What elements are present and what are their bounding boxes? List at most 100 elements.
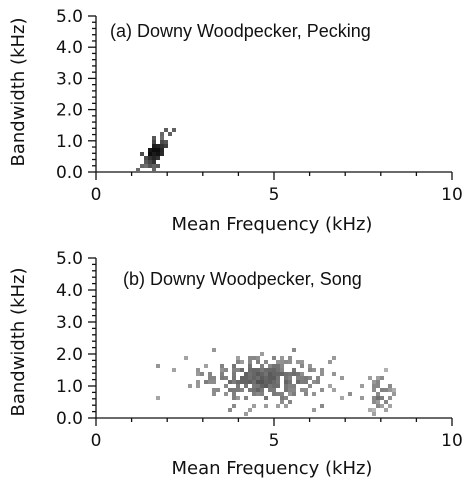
density-cell xyxy=(156,396,160,400)
density-cell xyxy=(372,400,376,404)
density-cell xyxy=(228,388,232,392)
y-tick-label: 3.0 xyxy=(56,69,83,89)
density-cell xyxy=(156,144,160,148)
density-cell xyxy=(296,380,300,384)
panel-b-ylabel: Bandwidth (kHz) xyxy=(8,267,29,416)
density-cell xyxy=(292,372,296,376)
density-cell xyxy=(288,372,292,376)
density-cell xyxy=(264,360,268,364)
density-cell xyxy=(256,356,260,360)
density-cell xyxy=(300,364,304,368)
density-cell xyxy=(152,152,156,156)
density-cell xyxy=(376,376,380,380)
density-cell xyxy=(148,156,152,160)
density-cell xyxy=(332,372,336,376)
density-cell xyxy=(256,392,260,396)
density-cell xyxy=(264,368,268,372)
density-cell xyxy=(220,372,224,376)
density-cell xyxy=(280,396,284,400)
density-cell xyxy=(164,144,168,148)
density-cell xyxy=(160,132,164,136)
y-tick-label: 2.0 xyxy=(56,101,83,121)
density-cell xyxy=(256,388,260,392)
density-cell xyxy=(360,384,364,388)
density-cell xyxy=(308,384,312,388)
density-cell xyxy=(144,156,148,160)
density-cell xyxy=(188,384,192,388)
density-cell xyxy=(208,380,212,384)
density-cell xyxy=(376,384,380,388)
density-cell xyxy=(272,384,276,388)
density-cell xyxy=(224,392,228,396)
density-cell xyxy=(268,384,272,388)
density-cell xyxy=(248,368,252,372)
density-cell xyxy=(152,144,156,148)
density-cell xyxy=(152,148,156,152)
density-cell xyxy=(272,372,276,376)
density-cell xyxy=(280,400,284,404)
y-tick-label: 1.0 xyxy=(56,377,83,397)
density-cell xyxy=(304,380,308,384)
density-cell xyxy=(292,384,296,388)
density-cell xyxy=(276,372,280,376)
density-cell xyxy=(380,404,384,408)
density-cell xyxy=(284,372,288,376)
density-cell xyxy=(256,360,260,364)
density-cell xyxy=(268,364,272,368)
density-cell xyxy=(304,376,308,380)
density-cell xyxy=(376,380,380,384)
density-cell xyxy=(248,364,252,368)
y-tick-label: 5.0 xyxy=(56,7,83,27)
density-cell xyxy=(276,376,280,380)
density-cell xyxy=(264,396,268,400)
density-cell xyxy=(244,384,248,388)
density-cell xyxy=(296,360,300,364)
density-cell xyxy=(384,408,388,412)
density-cell xyxy=(276,364,280,368)
density-cell xyxy=(244,372,248,376)
density-cell xyxy=(232,376,236,380)
density-cell xyxy=(248,388,252,392)
density-cell xyxy=(340,396,344,400)
density-cell xyxy=(348,392,352,396)
density-cell xyxy=(320,368,324,372)
density-cell xyxy=(196,368,200,372)
density-cell xyxy=(380,396,384,400)
density-cell xyxy=(260,380,264,384)
density-cell xyxy=(268,380,272,384)
density-cell xyxy=(216,388,220,392)
density-cell xyxy=(240,388,244,392)
density-cell xyxy=(260,388,264,392)
density-cell xyxy=(292,392,296,396)
density-cell xyxy=(152,168,156,172)
panel-b: Bandwidth (kHz) Mean Frequency (kHz) (b)… xyxy=(8,249,463,479)
density-cell xyxy=(320,404,324,408)
density-cell xyxy=(380,388,384,392)
density-cell xyxy=(312,368,316,372)
density-cell xyxy=(156,364,160,368)
density-cell xyxy=(248,372,252,376)
density-cell xyxy=(372,408,376,412)
panel-b-title: (b) Downy Woodpecker, Song xyxy=(123,269,362,289)
density-cell xyxy=(272,356,276,360)
density-cell xyxy=(220,376,224,380)
density-cell xyxy=(272,368,276,372)
density-cell xyxy=(164,128,168,132)
y-tick-label: 1.0 xyxy=(56,132,83,152)
density-cell xyxy=(248,380,252,384)
density-cell xyxy=(300,380,304,384)
density-cell xyxy=(212,376,216,380)
panel-a-ylabel: Bandwidth (kHz) xyxy=(8,17,29,166)
density-cell xyxy=(224,376,228,380)
density-cell xyxy=(304,388,308,392)
density-cell xyxy=(268,368,272,372)
density-cell xyxy=(264,372,268,376)
density-cell xyxy=(164,140,168,144)
density-cell xyxy=(232,396,236,400)
density-cell xyxy=(156,152,160,156)
density-cell xyxy=(376,396,380,400)
density-cell xyxy=(172,368,176,372)
density-cell xyxy=(212,380,216,384)
density-cell xyxy=(136,168,140,172)
